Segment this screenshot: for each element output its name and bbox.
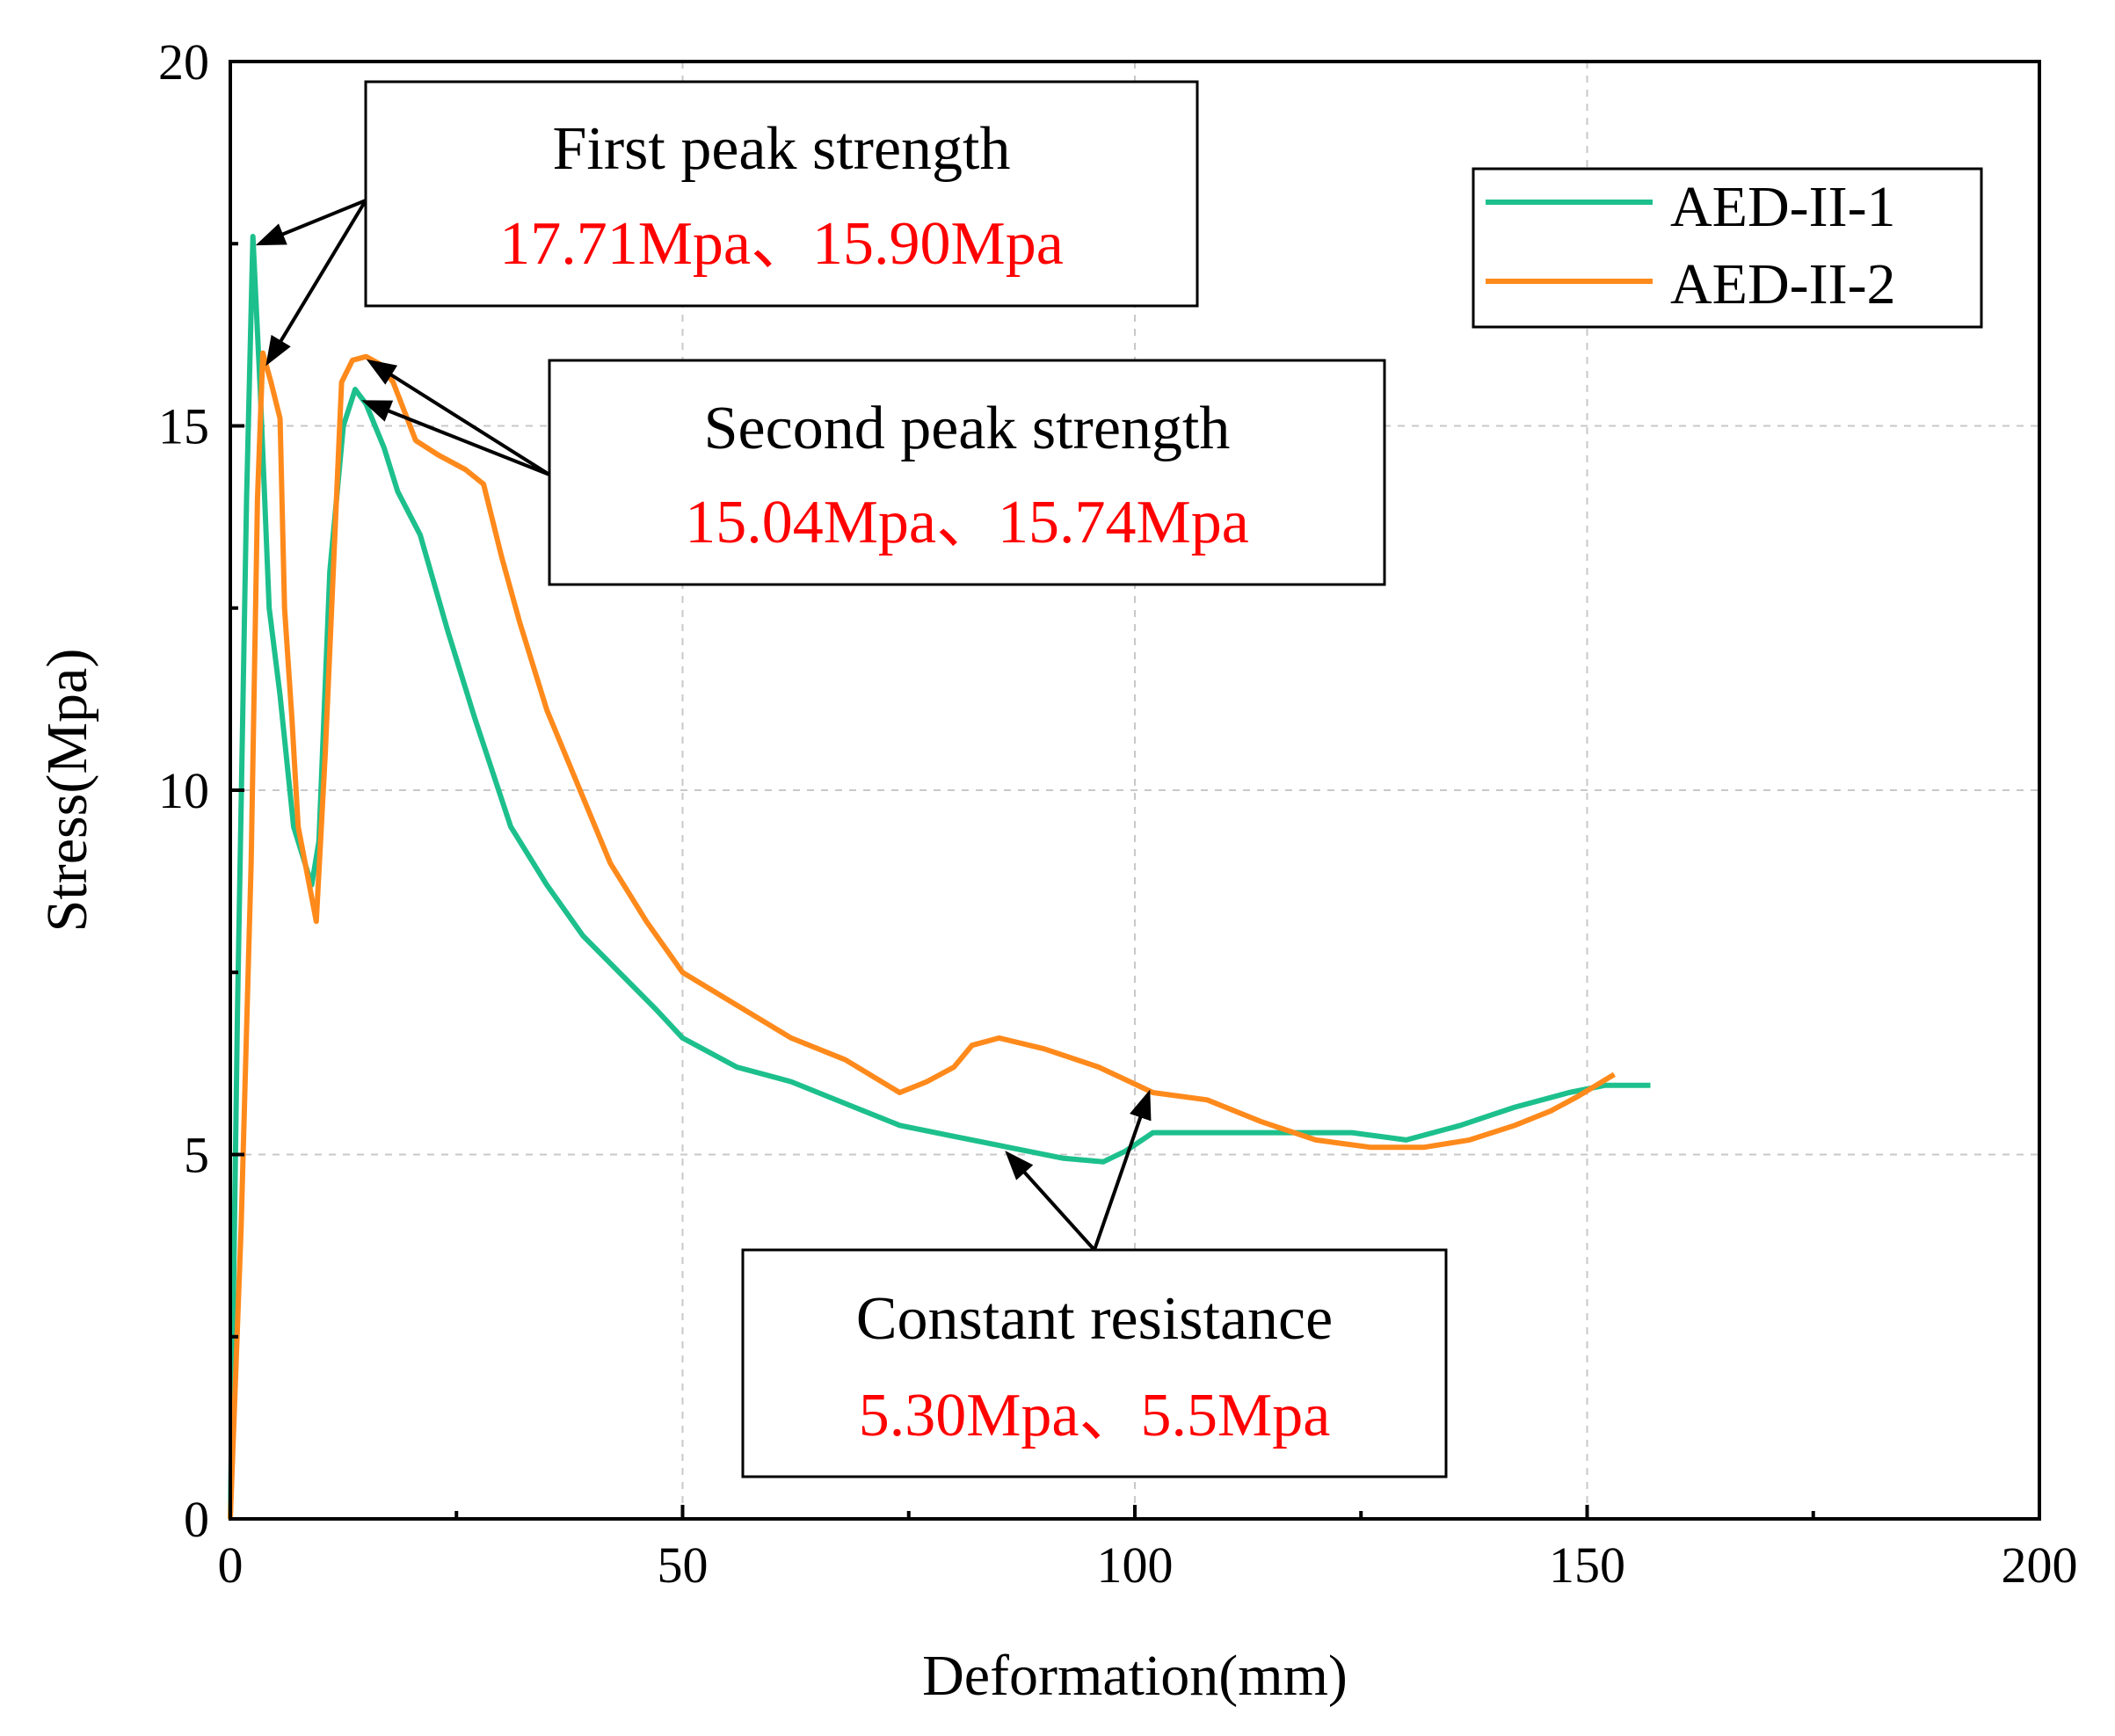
annotation-arrow	[255, 199, 367, 246]
y-axis-label: Stress(Mpa)	[35, 649, 99, 933]
series-line-aed-ii-1	[228, 234, 1651, 1520]
x-tick-label: 0	[218, 1536, 243, 1594]
annotation-arrow	[361, 400, 550, 476]
annotation-arrow	[1093, 1089, 1152, 1251]
series-line-aed-ii-2	[228, 350, 1616, 1520]
axis-tick-labels: 0 50 100 150 200 0 5 10 15 20	[158, 33, 2078, 1594]
annotation-box	[741, 1248, 1448, 1478]
annotation-arrow	[265, 199, 367, 367]
y-tick-label: 0	[184, 1491, 209, 1548]
annotation-title: First peak strength	[552, 115, 1010, 183]
x-tick-label: 50	[658, 1536, 709, 1594]
legend-label-aed-ii-2: AED-II-2	[1670, 252, 1896, 316]
annotation-title: Second peak strength	[704, 395, 1231, 462]
legend-box	[1472, 167, 1983, 329]
y-tick-label: 10	[158, 762, 209, 819]
annotation-constant-resistance: Constant resistance 5.30Mpa、5.5Mpa	[741, 1248, 1448, 1478]
y-tick-label: 15	[158, 398, 209, 455]
x-tick-label: 200	[2002, 1536, 2078, 1594]
annotation-box	[364, 80, 1199, 308]
series-layer	[228, 234, 1651, 1520]
y-tick-label: 5	[184, 1127, 209, 1184]
x-tick-label: 150	[1549, 1536, 1625, 1594]
legend-label-aed-ii-1: AED-II-1	[1670, 175, 1896, 239]
x-tick-label: 100	[1097, 1536, 1174, 1594]
legend: AED-II-1 AED-II-2	[1472, 167, 1983, 329]
annotation-title: Constant resistance	[856, 1285, 1333, 1353]
annotation-arrow	[366, 359, 551, 476]
annotation-value: 15.04Mpa、15.74Mpa	[685, 489, 1249, 556]
annotation-value: 17.71Mpa、15.90Mpa	[499, 210, 1064, 278]
annotation-arrows	[255, 199, 1152, 1252]
annotation-box	[548, 359, 1386, 586]
annotation-arrow	[1005, 1151, 1096, 1252]
x-axis-label: Deformation(mm)	[922, 1644, 1348, 1708]
axis-ticks	[229, 60, 2041, 1521]
annotation-second-peak: Second peak strength 15.04Mpa、15.74Mpa	[548, 359, 1386, 586]
annotation-value: 5.30Mpa、5.5Mpa	[859, 1382, 1331, 1449]
annotation-first-peak: First peak strength 17.71Mpa、15.90Mpa	[364, 80, 1199, 308]
y-tick-label: 20	[158, 33, 209, 91]
